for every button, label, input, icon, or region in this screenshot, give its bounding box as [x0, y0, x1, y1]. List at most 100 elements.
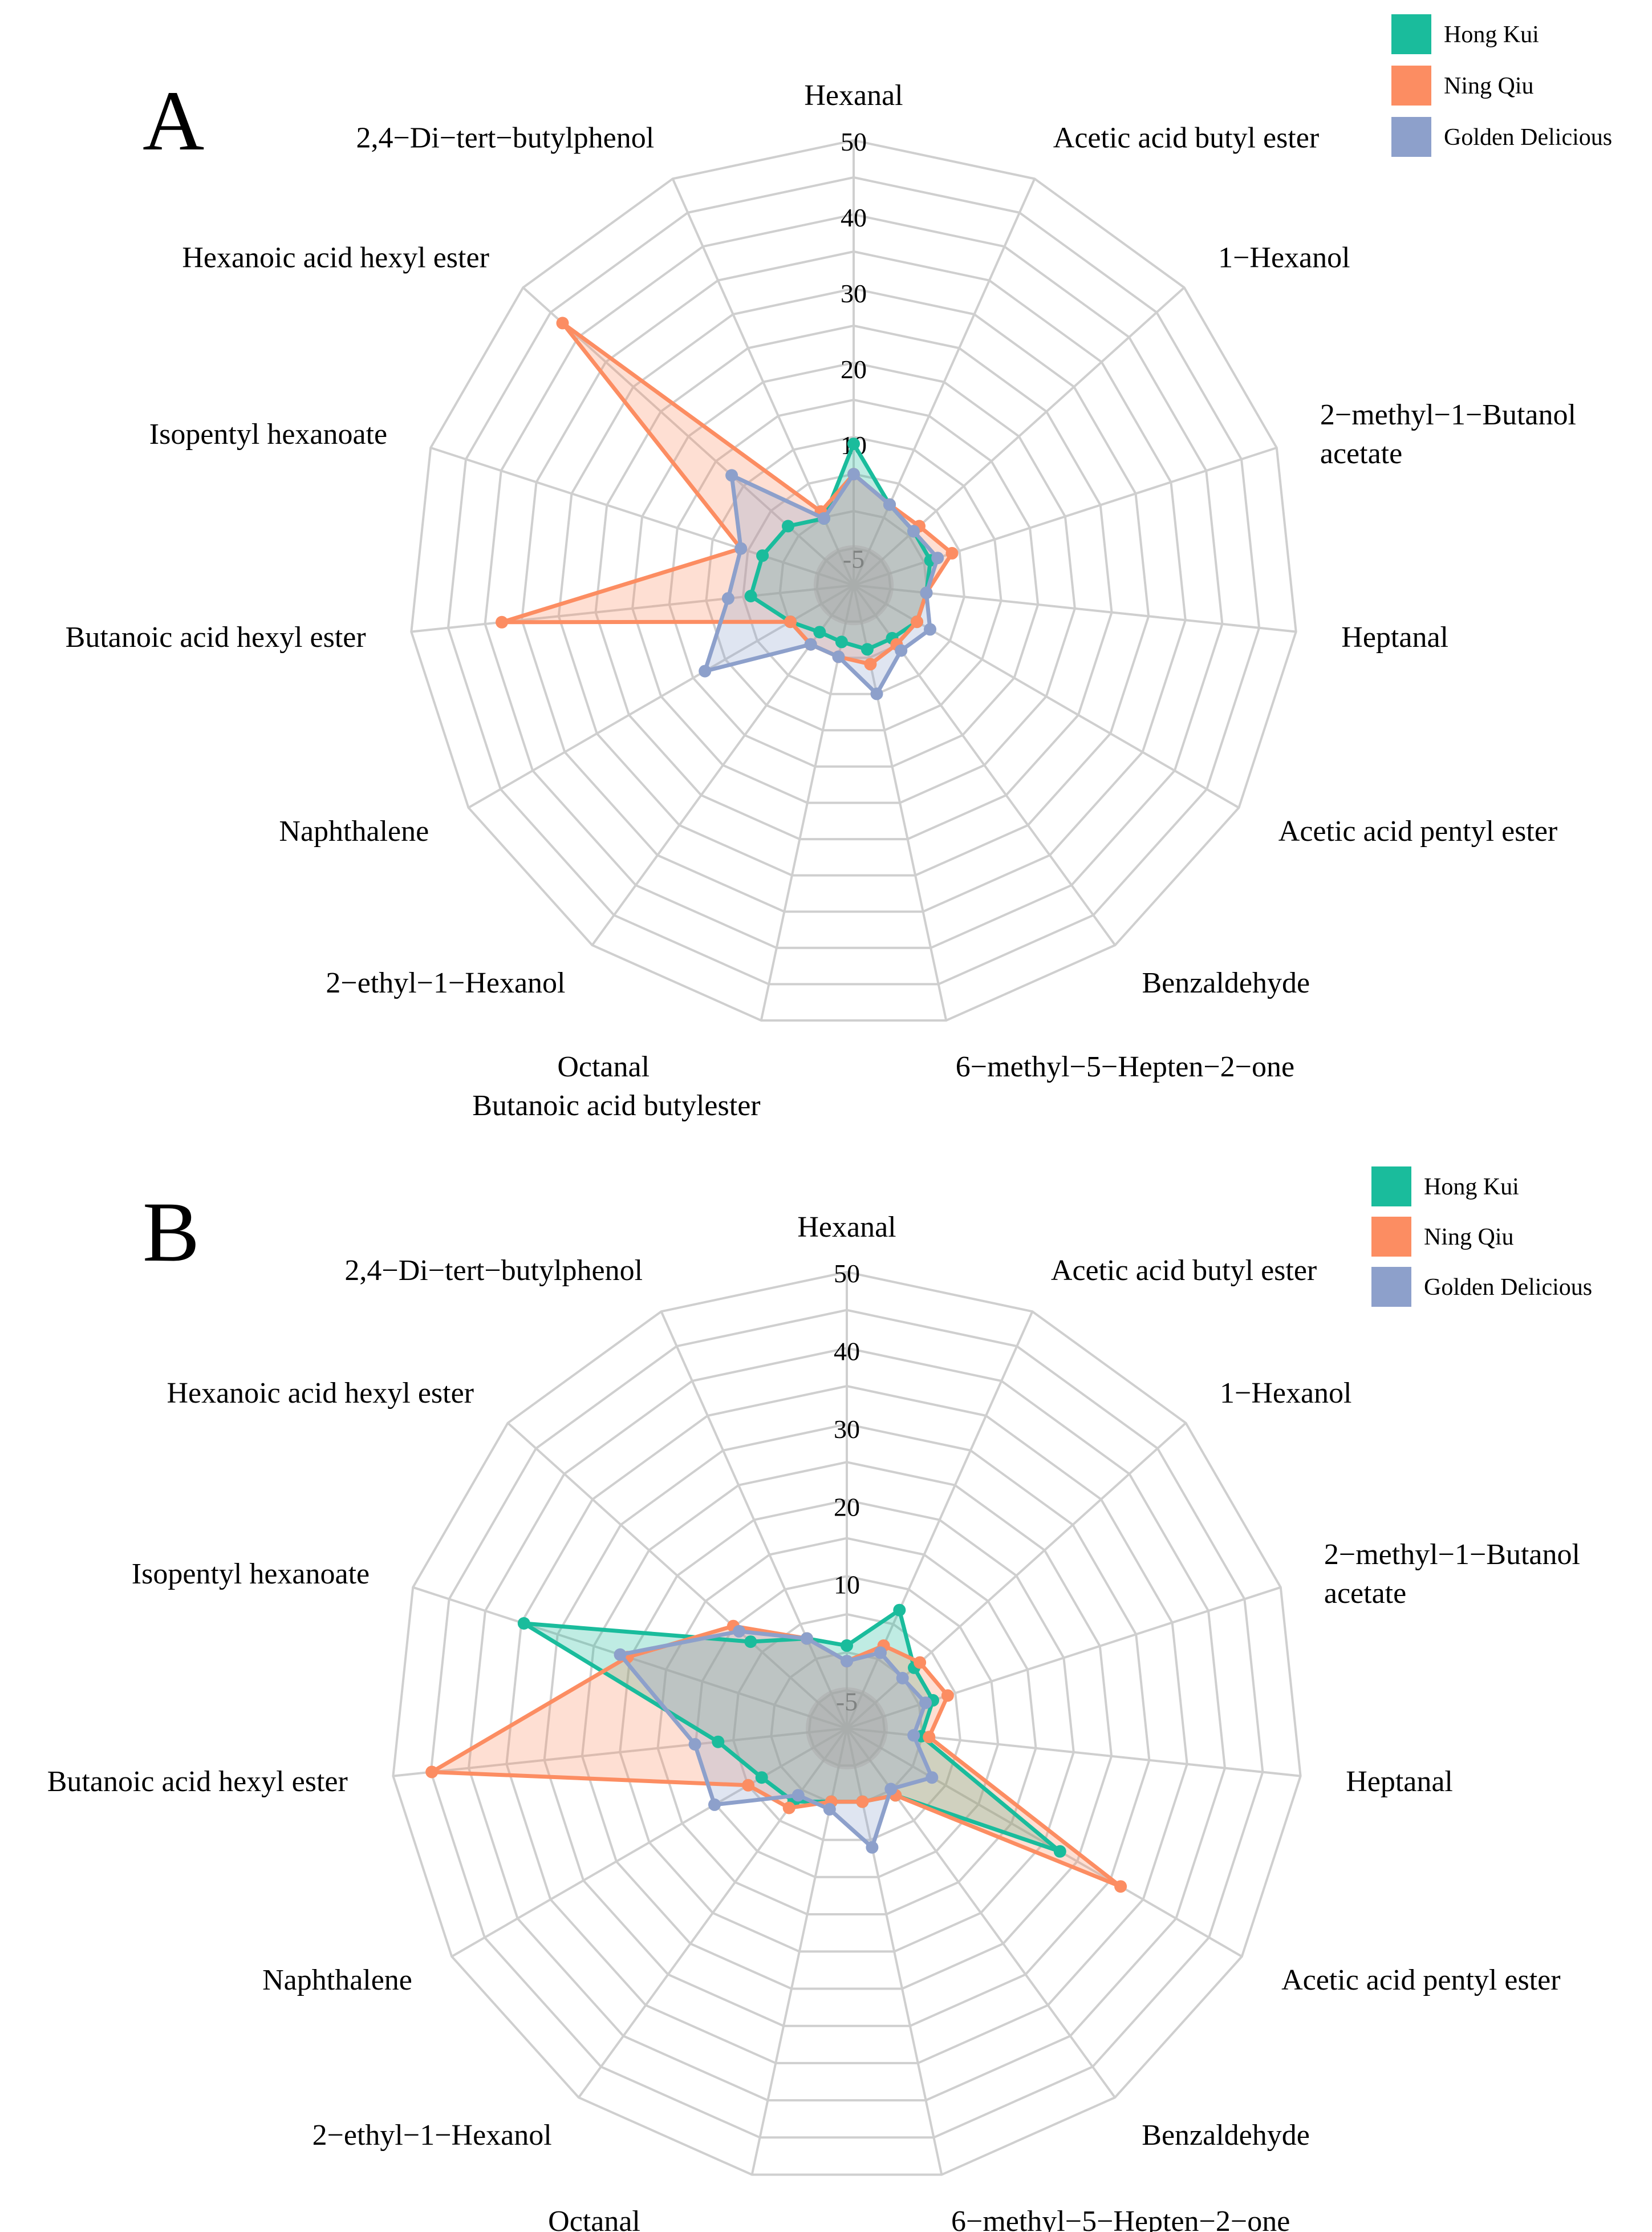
series-area-golden-delicious: [705, 474, 938, 694]
legend-swatch-ning-qiu: [1371, 1217, 1411, 1257]
point-golden-delicious-4: [920, 586, 933, 599]
grid-ring: [705, 435, 1002, 732]
point-golden-delicious-1: [883, 498, 896, 511]
point-golden-delicious-10: [708, 1798, 721, 1811]
radar-panel-b: B -5 10 20 30 40 50 Hexanal Acetic acid butyl …: [47, 1166, 1592, 2232]
legend-label-ning-qiu: Ning Qiu: [1424, 1224, 1514, 1250]
point-golden-delicious-3: [931, 552, 944, 565]
point-golden-delicious-6: [895, 644, 908, 657]
grid-ring: [619, 1498, 1075, 1953]
point-golden-delicious-9: [804, 638, 817, 651]
point-ning-qiu-11: [425, 1765, 439, 1779]
axis-label-butanoic-acid-butylester: Butanoic acid butylester: [472, 1089, 760, 1122]
axis-label-1-hexanol: 1−Hexanol: [1218, 242, 1350, 274]
point-hong-kui-10: [755, 1771, 768, 1784]
legend-label-golden-delicious: Golden Delicious: [1424, 1274, 1592, 1301]
grid-spoke: [846, 1586, 1281, 1729]
axis-label-hexanoic-acid-hexyl-ester: Hexanoic acid hexyl ester: [182, 242, 489, 274]
axis-label-isopentyl-hexanoate: Isopentyl hexanoate: [132, 1558, 370, 1590]
point-hong-kui-13: [782, 520, 794, 533]
point-ning-qiu-9: [782, 1801, 795, 1814]
point-ning-qiu-13: [556, 317, 569, 330]
legend-a: Hong Kui Ning Qiu Golden Delicious: [1391, 14, 1612, 157]
grid-spoke: [411, 584, 854, 633]
tick-label: 30: [834, 1415, 860, 1444]
axis-label-2-4-di-tert-butylphenol: 2,4−Di−tert−butylphenol: [356, 121, 654, 154]
point-hong-kui-0: [841, 1639, 853, 1652]
point-ning-qiu-10: [784, 615, 797, 629]
tick-label: 50: [834, 1259, 860, 1288]
axis-label-6-methyl-5-hepten-2-one: 6−methyl−5−Hepten−2−one: [956, 1051, 1294, 1083]
grid-ring: [467, 1347, 1227, 2102]
radar-axis-labels-a: Hexanal Acetic acid butyl ester 1−Hexanol 2…: [66, 79, 1576, 1122]
axis-label-benzaldehyde: Benzaldehyde: [1142, 967, 1310, 999]
point-hong-kui-11: [712, 1735, 725, 1748]
point-golden-delicious-5: [924, 623, 936, 636]
point-golden-delicious-7: [866, 1841, 879, 1854]
point-ning-qiu-4: [923, 1731, 936, 1744]
grid-ring: [807, 1689, 886, 1767]
point-ning-qiu-10: [742, 1779, 755, 1792]
axis-label-hexanoic-acid-hexyl-ester: Hexanoic acid hexyl ester: [167, 1377, 474, 1409]
grid-ring: [631, 361, 1076, 804]
legend-swatch-hong-kui: [1371, 1166, 1411, 1206]
point-ning-qiu-2: [914, 1656, 927, 1669]
point-golden-delicious-9: [792, 1789, 805, 1802]
grid-ring: [815, 546, 892, 623]
legend-label-golden-delicious: Golden Delicious: [1444, 124, 1612, 151]
grid-spoke: [578, 1727, 848, 2099]
point-golden-delicious-5: [926, 1771, 939, 1784]
series-area-hong-kui: [750, 444, 931, 650]
grid-spoke: [507, 1422, 848, 1729]
series-line-hong-kui: [749, 441, 933, 651]
grid-ring: [484, 213, 1224, 949]
series-line-golden-delicious: [618, 1629, 934, 1850]
point-golden-delicious-11: [721, 592, 734, 605]
axis-label-acetic-acid-butyl-ester: Acetic acid butyl ester: [1051, 1254, 1317, 1287]
point-golden-delicious-0: [841, 1655, 853, 1668]
legend-b: Hong Kui Ning Qiu Golden Delicious: [1371, 1166, 1592, 1307]
series-line-ning-qiu: [500, 321, 954, 666]
point-ning-qiu-3: [945, 546, 959, 560]
axis-label-heptanal: Heptanal: [1346, 1765, 1453, 1798]
grid-ring: [557, 287, 1150, 877]
legend-label-hong-kui: Hong Kui: [1424, 1174, 1519, 1200]
axis-label-naphthalene: Naphthalene: [262, 1964, 412, 1996]
tick-label: 40: [834, 1336, 860, 1366]
point-golden-delicious-7: [870, 687, 883, 700]
point-golden-delicious-12: [614, 1648, 627, 1661]
grid-spoke: [853, 585, 948, 1021]
legend-label-hong-kui: Hong Kui: [1444, 22, 1539, 48]
point-golden-delicious-14: [800, 1632, 813, 1645]
point-ning-qiu-3: [941, 1689, 954, 1702]
axis-label-naphthalene: Naphthalene: [279, 815, 429, 848]
axis-label-2-ethyl-1-hexanol: 2−ethyl−1−Hexanol: [312, 2119, 552, 2152]
legend-swatch-hong-kui: [1391, 14, 1431, 54]
grid-spoke: [853, 178, 1036, 586]
series-line-golden-delicious: [703, 472, 940, 696]
grid-spoke: [846, 1311, 1034, 1729]
point-ning-qiu-7: [864, 658, 877, 671]
tick-label: 50: [841, 127, 867, 156]
grid-spoke: [846, 1727, 1243, 1958]
tick-label: 10: [834, 1570, 860, 1599]
point-hong-kui-13: [744, 1635, 757, 1648]
point-hong-kui-0: [847, 438, 860, 451]
axis-label-benzaldehyde: Benzaldehyde: [1142, 2119, 1310, 2152]
series-area-ning-qiu: [432, 1626, 1121, 1887]
point-hong-kui-11: [744, 590, 757, 602]
series-area-ning-qiu: [502, 323, 952, 665]
grid-ring: [778, 509, 929, 659]
axis-label-butanoic-acid-hexyl-ester: Butanoic acid hexyl ester: [66, 621, 366, 654]
tick-label: 20: [834, 1492, 860, 1521]
axis-label-heptanal: Heptanal: [1341, 621, 1448, 654]
radar-grid-a: [410, 139, 1297, 1022]
point-hong-kui-9: [813, 626, 826, 639]
point-ning-qiu-11: [496, 615, 508, 629]
axis-label-acetate: acetate: [1320, 438, 1402, 470]
tick-label: 30: [841, 279, 867, 308]
point-golden-delicious-11: [688, 1738, 701, 1751]
axis-label-isopentyl-hexanoate: Isopentyl hexanoate: [149, 418, 387, 451]
